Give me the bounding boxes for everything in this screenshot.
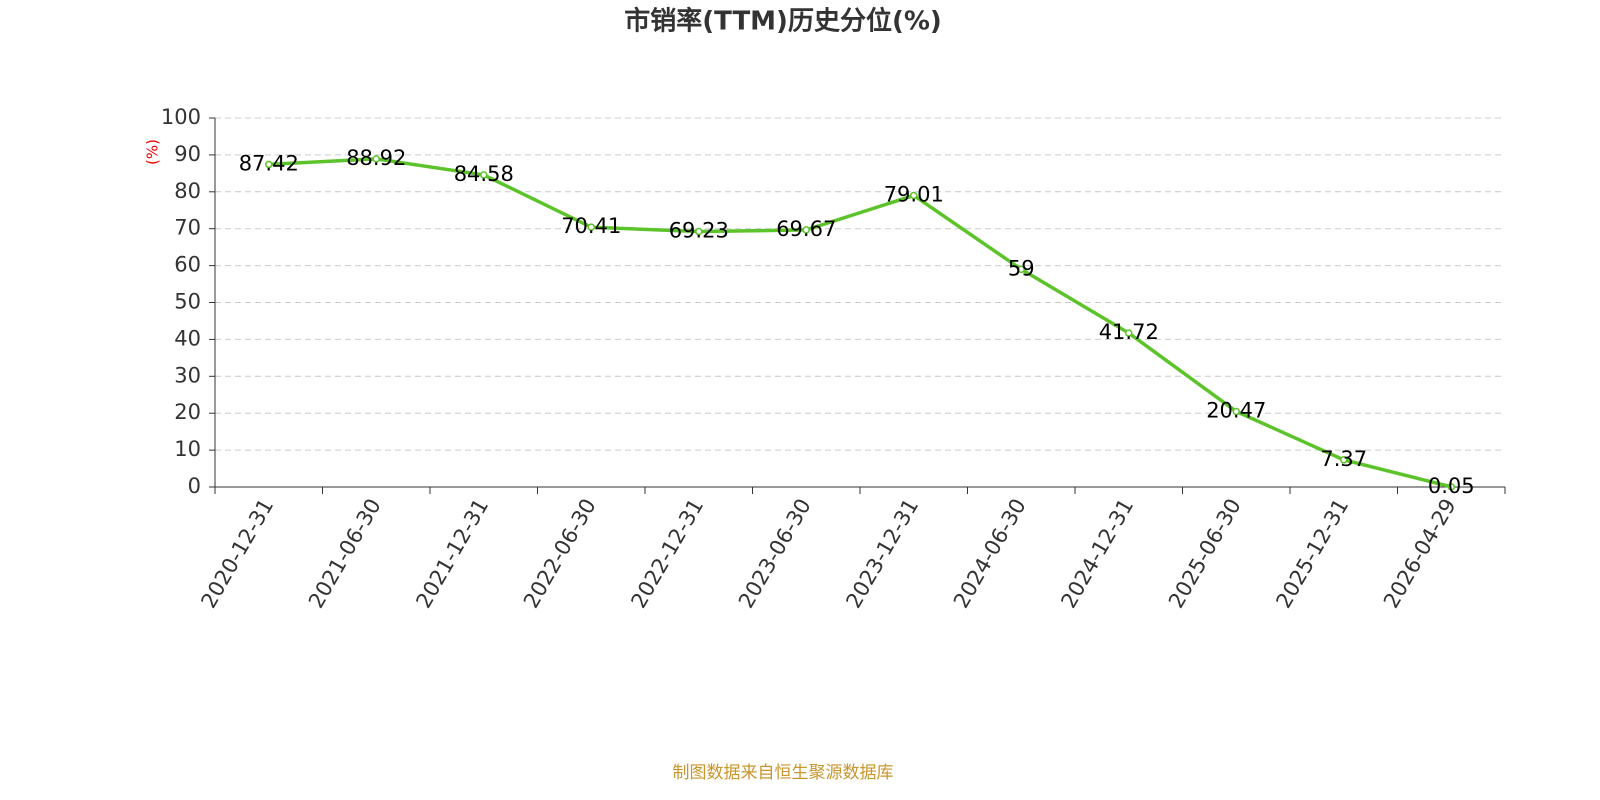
point [265, 160, 273, 169]
data-label: 20.47 [1206, 398, 1266, 422]
point [695, 227, 703, 236]
point [480, 171, 488, 179]
y-tick-label: 70 [174, 216, 201, 240]
data-label: 70.41 [561, 214, 621, 238]
data-label: 59 [1008, 256, 1035, 280]
y-axis-label: (%) [144, 139, 162, 165]
point [1447, 483, 1455, 491]
x-tick-label: 2021-12-31 [411, 495, 493, 613]
source-note: 制图数据来自恒生聚源数据库 [673, 763, 894, 783]
x-tick-label: 2026-04-29 [1379, 495, 1461, 613]
point [910, 191, 918, 200]
data-label: 87.42 [239, 151, 299, 175]
x-tick-label: 2025-06-30 [1164, 495, 1246, 613]
point [1017, 265, 1025, 274]
point [372, 155, 380, 163]
y-tick-label: 20 [174, 400, 201, 424]
point [802, 226, 810, 234]
data-label: 79.01 [884, 182, 944, 206]
chart-title: 市销率(TTM)历史分位(%) [624, 6, 942, 37]
y-tick-label: 30 [174, 363, 201, 387]
y-tick-label: 50 [174, 290, 201, 314]
y-tick-label: 60 [174, 253, 201, 277]
y-tick-label: 40 [174, 326, 201, 350]
data-label: 84.58 [454, 162, 514, 186]
data-label: 0.05 [1428, 474, 1475, 498]
data-label: 69.23 [669, 219, 729, 243]
x-tick-label: 2023-06-30 [734, 495, 816, 613]
x-tick-label: 2024-12-31 [1056, 495, 1138, 613]
y-tick-label: 10 [174, 437, 201, 461]
x-tick-label: 2025-12-31 [1271, 495, 1353, 613]
data-label: 41.72 [1099, 320, 1159, 344]
point [1125, 329, 1133, 337]
y-tick-label: 0 [188, 474, 201, 498]
x-tick-label: 2023-12-31 [841, 495, 923, 613]
y-tick-label: 80 [174, 179, 201, 203]
data-label: 88.92 [346, 146, 406, 170]
point [1340, 456, 1348, 464]
x-tick-label: 2021-06-30 [304, 495, 386, 613]
y-tick-label: 100 [161, 105, 201, 129]
point [1232, 407, 1240, 416]
x-tick-label: 2022-06-30 [519, 495, 601, 613]
point [587, 223, 595, 231]
series-line [268, 157, 1452, 489]
y-tick-label: 90 [174, 142, 201, 166]
x-tick-label: 2024-06-30 [949, 495, 1031, 613]
x-tick-label: 2022-12-31 [626, 495, 708, 613]
data-label: 7.37 [1320, 447, 1367, 471]
x-tick-label: 2020-12-31 [196, 495, 278, 613]
data-label: 69.67 [776, 217, 836, 241]
